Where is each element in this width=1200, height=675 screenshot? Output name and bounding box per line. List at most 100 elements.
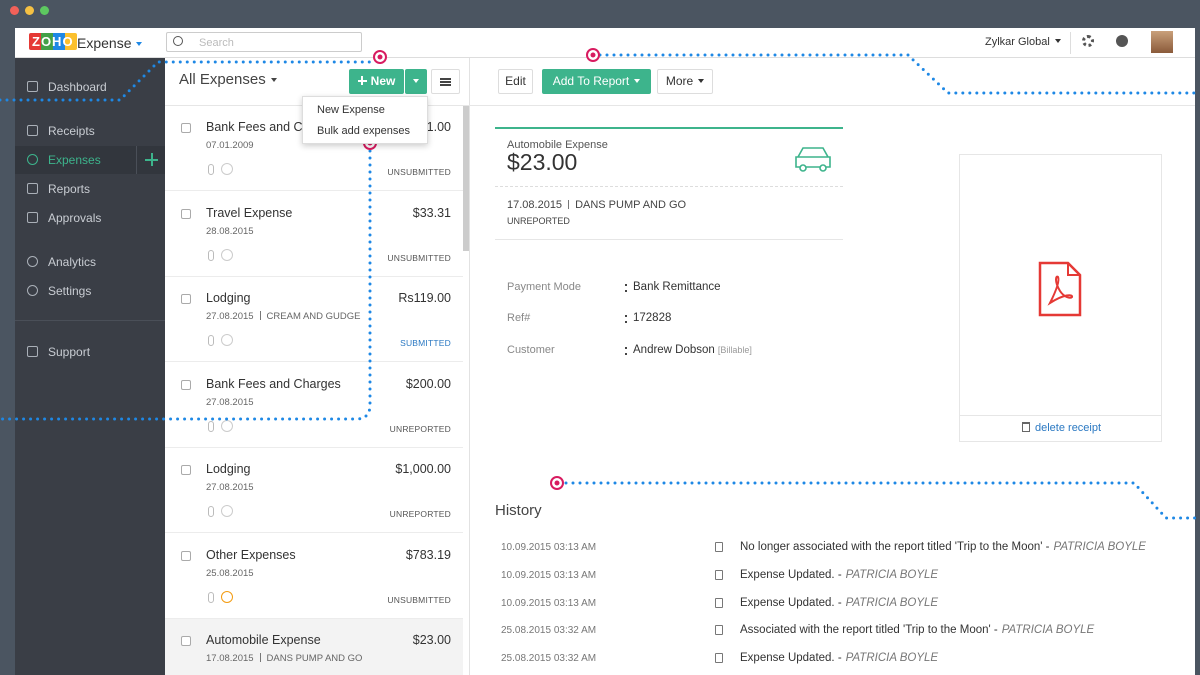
expense-row[interactable]: Bank Fees and Charges $200.00 27.08.2015 UN… bbox=[165, 363, 463, 448]
expense-date-line: 28.08.2015 bbox=[206, 226, 254, 237]
new-dropdown[interactable] bbox=[405, 69, 427, 94]
close-dot[interactable] bbox=[10, 6, 19, 15]
list-title-text: All Expenses bbox=[179, 71, 266, 88]
attach-icon bbox=[208, 506, 214, 517]
field-colon bbox=[625, 315, 627, 323]
history-entry: Expense Updated. - PATRICIA BOYLE bbox=[740, 597, 938, 609]
expense-amount: $783.19 bbox=[405, 547, 451, 562]
add-report-button[interactable]: Add To Report bbox=[542, 69, 651, 94]
checkbox[interactable] bbox=[181, 208, 191, 219]
field-value: Andrew Dobson [Billable] bbox=[633, 344, 752, 356]
checkbox[interactable] bbox=[181, 636, 191, 646]
nav-item[interactable]: Support bbox=[15, 338, 165, 366]
more-button[interactable]: More bbox=[657, 69, 713, 94]
info-icon bbox=[221, 505, 233, 517]
app-window: ZOHO Expense Search Zylkar Global Dashbo… bbox=[15, 28, 1195, 675]
delete-receipt[interactable]: delete receipt bbox=[1035, 422, 1102, 434]
expense-merchant: CREAM AND GUDGE bbox=[266, 311, 361, 322]
nav-item[interactable]: Receipts bbox=[15, 117, 165, 145]
car-icon bbox=[795, 147, 831, 172]
field-colon bbox=[625, 284, 627, 292]
expense-status: SUBMITTED bbox=[400, 338, 451, 348]
attach-icon bbox=[208, 335, 214, 346]
checkbox[interactable] bbox=[181, 465, 191, 475]
nav-label: Reports bbox=[48, 182, 91, 196]
expense-title: Automobile Expense bbox=[206, 633, 321, 647]
min-dot[interactable] bbox=[25, 6, 34, 15]
history-title: History bbox=[495, 502, 542, 519]
attach-icon bbox=[208, 164, 214, 175]
logo[interactable]: ZOHO bbox=[29, 33, 77, 50]
history-time: 10.09.2015 03:13 AM bbox=[501, 542, 597, 553]
nav-label: Expenses bbox=[48, 153, 101, 167]
expense-status: UNSUBMITTED bbox=[387, 167, 451, 177]
expense-row[interactable]: Lodging Rs119.00 27.08.2015 CREAM AND GUDGE… bbox=[165, 277, 463, 362]
nav-item[interactable]: Reports bbox=[15, 175, 165, 203]
detail-merchant: DANS PUMP AND GO bbox=[575, 199, 687, 211]
detail-date: 17.08.2015 bbox=[507, 199, 563, 211]
settings-icon[interactable] bbox=[1082, 35, 1094, 47]
history-entry: Associated with the report titled 'Trip … bbox=[740, 624, 1094, 636]
expense-date-line: 27.08.2015 bbox=[206, 397, 254, 408]
expense-row[interactable]: Automobile Expense $23.00 17.08.2015 DANS P… bbox=[165, 619, 463, 675]
expense-row[interactable]: Lodging $1,000.00 27.08.2015 UNREPORTED bbox=[165, 448, 463, 533]
nav-item[interactable]: Expenses bbox=[15, 146, 165, 174]
expense-status: UNREPORTED bbox=[389, 423, 451, 434]
field-value: 172828 bbox=[633, 312, 671, 324]
detail-amount: $23.00 bbox=[507, 149, 578, 175]
nav-label: Dashboard bbox=[48, 80, 107, 94]
edit-button[interactable]: Edit bbox=[498, 69, 533, 94]
list-menu[interactable] bbox=[431, 69, 460, 94]
expense-date-line: 27.08.2015 bbox=[206, 482, 254, 493]
checkbox[interactable] bbox=[181, 294, 191, 304]
expense-date: 25.08.2015 bbox=[206, 567, 254, 579]
expense-title: Lodging bbox=[206, 462, 251, 476]
expense-detail: Edit Add To Report More Automobile Expen… bbox=[470, 58, 1195, 675]
checkbox[interactable] bbox=[181, 550, 191, 561]
menu-item[interactable]: Bulk add expenses bbox=[317, 125, 410, 137]
expense-amount: $1,000.00 bbox=[395, 462, 451, 476]
expense-date-line: 17.08.2015 DANS PUMP AND GO bbox=[206, 653, 362, 664]
expense-row[interactable]: Travel Expense $33.31 28.08.2015 UNSUBMITTE… bbox=[165, 192, 463, 277]
nav-item[interactable]: Settings bbox=[15, 277, 165, 305]
nav-item[interactable]: Approvals bbox=[15, 204, 165, 232]
field-label: Customer bbox=[507, 344, 555, 356]
new-button[interactable]: New bbox=[349, 69, 404, 94]
pdf-icon[interactable] bbox=[1038, 261, 1082, 317]
menu-item[interactable]: New Expense bbox=[317, 104, 385, 116]
help-icon[interactable] bbox=[1116, 35, 1128, 47]
field-colon bbox=[625, 347, 627, 355]
expense-row[interactable]: Other Expenses $783.19 25.08.2015 UNSUBMITT… bbox=[165, 534, 463, 619]
org-switcher[interactable]: Zylkar Global bbox=[985, 36, 1061, 48]
add-expense[interactable] bbox=[145, 153, 158, 166]
detail-date-line: 17.08.2015 DANS PUMP AND GO bbox=[507, 199, 686, 211]
history-icon bbox=[715, 598, 723, 608]
expense-amount: $33.31 bbox=[412, 205, 451, 220]
top-bar: ZOHO Expense Search Zylkar Global bbox=[15, 28, 1195, 58]
search-box[interactable]: Search bbox=[166, 32, 362, 52]
max-dot[interactable] bbox=[40, 6, 49, 15]
history-icon bbox=[715, 653, 723, 663]
expense-date-line: 27.08.2015 CREAM AND GUDGE bbox=[206, 311, 361, 322]
logo-text: ZOHO bbox=[29, 33, 77, 50]
field-label: Payment Mode bbox=[507, 281, 581, 293]
info-icon bbox=[221, 163, 233, 175]
product-name[interactable]: Expense bbox=[77, 35, 143, 51]
expense-status: UNSUBMITTED bbox=[387, 252, 451, 263]
nav-item[interactable]: Analytics bbox=[15, 248, 165, 276]
checkbox[interactable] bbox=[181, 379, 191, 390]
history-text: Expense Updated. - bbox=[740, 652, 842, 664]
history-author: PATRICIA BOYLE bbox=[845, 569, 939, 581]
history-text: Expense Updated. - bbox=[740, 569, 842, 581]
nav-item[interactable]: Dashboard bbox=[15, 73, 165, 101]
history-text: Expense Updated. - bbox=[740, 597, 842, 609]
list-title[interactable]: All Expenses bbox=[179, 71, 277, 88]
checkbox[interactable] bbox=[181, 123, 191, 133]
history-entry: Expense Updated. - PATRICIA BOYLE bbox=[740, 569, 938, 581]
add-report-label: Add To Report bbox=[552, 74, 630, 88]
avatar[interactable] bbox=[1151, 31, 1173, 53]
detail-status: UNREPORTED bbox=[507, 216, 570, 226]
expense-amount: Rs119.00 bbox=[398, 291, 451, 305]
nav-label: Support bbox=[48, 345, 91, 359]
new-label: New bbox=[370, 74, 396, 88]
